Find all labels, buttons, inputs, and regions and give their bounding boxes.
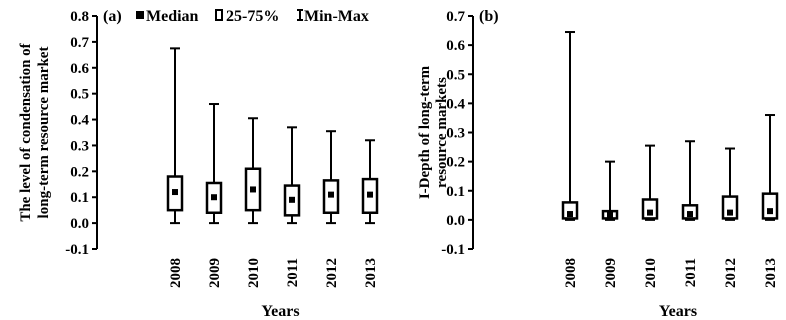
y-tick-label: 0.3: [446, 126, 465, 142]
y-tick-label: 0.5: [446, 67, 465, 83]
x-axis-title: Years: [261, 303, 299, 320]
boxplot-2013: [761, 114, 779, 221]
median-marker: [687, 211, 693, 218]
y-axis-title: The level of condensation of: [18, 42, 34, 221]
y-tick-label: 0.1: [446, 184, 465, 200]
boxplot-2009: [205, 103, 223, 225]
legend-median-label: Median: [146, 8, 199, 25]
x-tick-label: 2010: [643, 258, 659, 288]
median-marker: [211, 194, 217, 201]
median-marker: [289, 196, 295, 203]
y-axis-title: long-term resource market: [36, 47, 52, 219]
boxplot-2010: [244, 117, 262, 225]
x-tick-label: 2013: [763, 258, 779, 288]
x-tick-label: 2011: [285, 258, 301, 287]
median-marker: [250, 186, 256, 193]
legend-median-swatch: [136, 11, 144, 19]
y-tick-label: 0.0: [446, 213, 465, 229]
x-tick-label: 2012: [723, 258, 739, 288]
y-tick-label: 0.2: [446, 155, 465, 171]
panel-b-chart: -0.1 0.0 0.1 0.2 0.3 0.4 0.5 0.6 0.7 I-Depth of l…: [417, 8, 779, 320]
boxplot-2013: [361, 139, 379, 225]
panel-label: (b): [479, 8, 499, 25]
y-tick-label: 0.6: [446, 38, 465, 54]
y-tick-label: 0.8: [70, 9, 89, 25]
median-marker: [172, 189, 178, 196]
median-marker: [767, 208, 773, 215]
iqr-box: [561, 201, 579, 220]
iqr-box: [641, 198, 659, 220]
x-tick-label: 2008: [563, 258, 579, 288]
y-tick-label: 0.5: [70, 87, 89, 103]
panel-a-chart: -0.1 0.0 0.1 0.2 0.3 0.4 0.5 0.6 0.7 0.8 The level…: [18, 8, 379, 320]
panel-label: (a): [103, 8, 122, 25]
median-marker: [367, 191, 373, 198]
y-tick-label: 0.0: [70, 216, 89, 232]
x-tick-label: 2008: [168, 258, 184, 288]
x-tick-label: 2013: [363, 258, 379, 288]
y-tick-label: 0.4: [70, 113, 89, 129]
x-tick-label: 2010: [246, 258, 262, 288]
boxplot-2009: [601, 160, 619, 221]
y-tick-label: 0.3: [70, 138, 89, 154]
y-tick-label: -0.1: [441, 242, 465, 258]
y-tick-label: 0.7: [70, 35, 89, 51]
y-tick-label: 0.2: [70, 164, 89, 180]
boxplot-2008: [561, 31, 579, 221]
median-marker: [647, 209, 653, 216]
boxplot-2011: [681, 140, 699, 221]
x-tick-label: 2011: [683, 258, 699, 287]
x-tick-label: 2009: [603, 258, 619, 288]
boxplot-2012: [721, 147, 739, 221]
legend-range-label: Min-Max: [304, 8, 369, 25]
legend-iqr-label: 25-75%: [226, 8, 279, 25]
boxplot-2010: [641, 144, 659, 221]
boxplot-2011: [283, 126, 301, 225]
y-tick-label: 0.1: [70, 190, 89, 206]
x-tick-label: 2012: [324, 258, 340, 288]
boxplot-2012: [322, 130, 340, 225]
x-tick-label: 2009: [207, 258, 223, 288]
y-axis-title: I-Depth of long-term: [417, 65, 433, 199]
median-marker: [328, 191, 334, 198]
y-tick-label: 0.7: [446, 9, 465, 25]
median-marker: [607, 211, 613, 218]
y-tick-label: 0.4: [446, 96, 465, 112]
x-axis-title: Years: [659, 303, 697, 320]
iqr-box: [761, 192, 779, 220]
legend-iqr-swatch: [215, 9, 223, 21]
legend: Median 25-75% Min-Max: [136, 8, 369, 25]
y-tick-label: -0.1: [65, 242, 89, 258]
legend-range-swatch: [297, 9, 303, 21]
median-marker: [727, 209, 733, 216]
median-marker: [567, 211, 573, 218]
boxplot-2008: [166, 47, 184, 225]
y-tick-label: 0.6: [70, 61, 89, 77]
y-axis-title: resource markets: [434, 77, 450, 188]
iqr-box: [721, 195, 739, 220]
